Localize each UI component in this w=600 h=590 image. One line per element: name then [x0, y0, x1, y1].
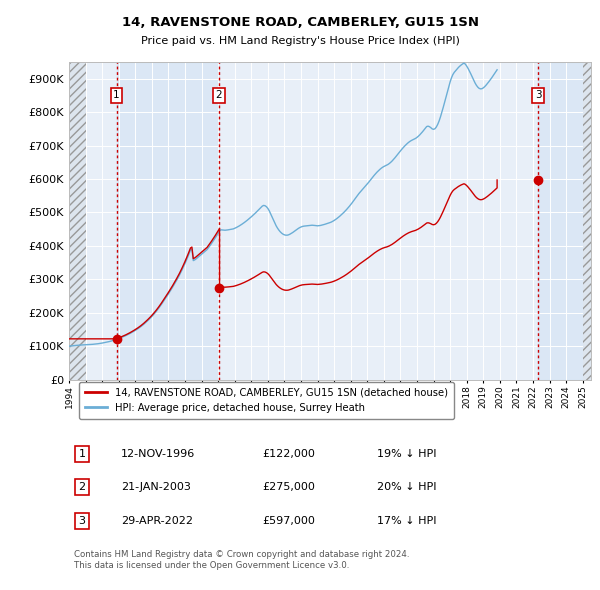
Bar	[69, 62, 86, 379]
Text: Price paid vs. HM Land Registry's House Price Index (HPI): Price paid vs. HM Land Registry's House …	[140, 37, 460, 46]
Text: 1: 1	[113, 90, 120, 100]
Text: 29-APR-2022: 29-APR-2022	[121, 516, 193, 526]
Text: £275,000: £275,000	[262, 482, 315, 492]
Text: 2: 2	[79, 482, 86, 492]
Text: 19% ↓ HPI: 19% ↓ HPI	[377, 449, 436, 459]
Text: 17% ↓ HPI: 17% ↓ HPI	[377, 516, 436, 526]
Text: Contains HM Land Registry data © Crown copyright and database right 2024.
This d: Contains HM Land Registry data © Crown c…	[74, 550, 410, 570]
Text: 12-NOV-1996: 12-NOV-1996	[121, 449, 196, 459]
Text: 21-JAN-2003: 21-JAN-2003	[121, 482, 191, 492]
Text: £122,000: £122,000	[262, 449, 315, 459]
Bar	[583, 62, 591, 379]
Text: 3: 3	[79, 516, 86, 526]
Text: 2: 2	[215, 90, 222, 100]
Text: £597,000: £597,000	[262, 516, 315, 526]
Text: 1: 1	[79, 449, 86, 459]
Bar	[538, 62, 591, 379]
Bar	[116, 62, 219, 379]
Legend: 14, RAVENSTONE ROAD, CAMBERLEY, GU15 1SN (detached house), HPI: Average price, d: 14, RAVENSTONE ROAD, CAMBERLEY, GU15 1SN…	[79, 382, 454, 419]
Text: 20% ↓ HPI: 20% ↓ HPI	[377, 482, 436, 492]
Text: 14, RAVENSTONE ROAD, CAMBERLEY, GU15 1SN: 14, RAVENSTONE ROAD, CAMBERLEY, GU15 1SN	[121, 16, 479, 29]
Text: 3: 3	[535, 90, 542, 100]
